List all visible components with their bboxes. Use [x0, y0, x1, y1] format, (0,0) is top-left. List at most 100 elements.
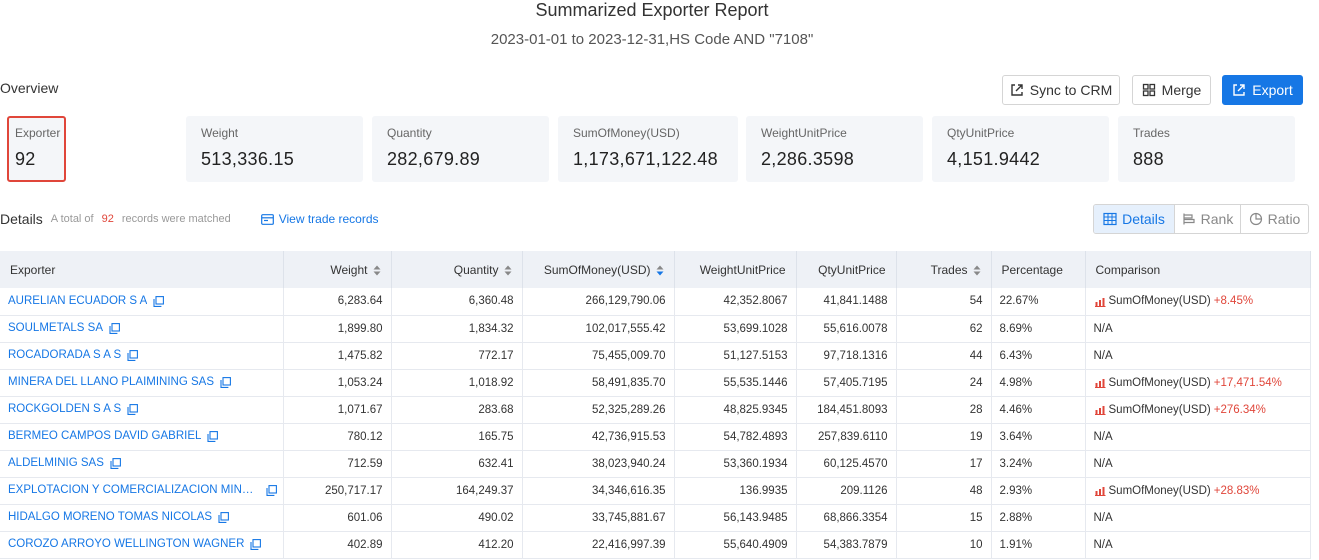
- exporter-cell: MINERA DEL LLANO PLAIMINING SAS: [0, 369, 284, 397]
- column-label: Quantity: [453, 262, 499, 277]
- column-header-trades[interactable]: Trades: [896, 251, 992, 288]
- trend-chart-icon: [1094, 379, 1105, 388]
- weight-cell: 6,283.64: [283, 288, 392, 316]
- merge-label: Merge: [1161, 82, 1202, 98]
- tab-ratio[interactable]: Ratio: [1240, 205, 1308, 233]
- trades-cell: 19: [896, 423, 992, 451]
- copy-icon[interactable]: [153, 295, 165, 307]
- weight-unit-price-cell: 48,825.9345: [674, 396, 797, 424]
- exporter-link[interactable]: BERMEO CAMPOS DAVID GABRIEL: [8, 430, 202, 443]
- comparison-cell: SumOfMoney(USD) +28.83%: [1085, 477, 1311, 505]
- trades-cell: 54: [896, 288, 992, 316]
- comparison-cell: SumOfMoney(USD) +276.34%: [1085, 396, 1311, 424]
- percentage-cell: 2.93%: [991, 477, 1086, 505]
- weight-cell: 402.89: [283, 531, 392, 559]
- comparison-label: N/A: [1093, 457, 1113, 470]
- exporter-cell: ALDELMINIG SAS: [0, 450, 284, 478]
- overview-label: Overview: [0, 80, 59, 96]
- column-header-percentage: Percentage: [991, 251, 1086, 288]
- view-trade-records-link[interactable]: View trade records: [260, 212, 379, 226]
- quantity-cell: 1,834.32: [391, 315, 523, 343]
- weight-cell: 250,717.17: [283, 477, 392, 505]
- tab-details[interactable]: Details: [1094, 205, 1175, 233]
- copy-icon[interactable]: [250, 539, 262, 550]
- qty-unit-price-cell: 97,718.1316: [796, 342, 897, 370]
- exporter-cell: SOULMETALS SA: [0, 315, 284, 343]
- report-subtitle: 2023-01-01 to 2023-12-31,HS Code AND "71…: [490, 31, 814, 48]
- comparison-label: N/A: [1093, 538, 1113, 551]
- external-link-icon: [1011, 84, 1023, 96]
- exporter-link[interactable]: ALDELMINIG SAS: [8, 457, 104, 470]
- exporter-cell: ROCADORADA S A S: [0, 342, 284, 370]
- trend-chart-icon: [1094, 406, 1105, 415]
- records-count: 92: [101, 213, 114, 225]
- stat-value: 4,151.9442: [947, 149, 1041, 169]
- exporter-cell: COROZO ARROYO WELLINGTON WAGNER: [0, 531, 284, 559]
- merge-button[interactable]: Merge: [1132, 75, 1211, 105]
- column-header-sum-of-money[interactable]: SumOfMoney(USD): [522, 251, 675, 288]
- sort-icon[interactable]: [373, 265, 381, 276]
- export-label: Export: [1252, 82, 1293, 98]
- stat-label: QtyUnitPrice: [947, 126, 1015, 140]
- comparison-cell: N/A: [1085, 342, 1311, 370]
- sort-icon[interactable]: [973, 265, 981, 276]
- comparison-cell: N/A: [1085, 423, 1311, 451]
- sync-to-crm-button[interactable]: Sync to CRM: [1002, 75, 1120, 105]
- tab-rank[interactable]: Rank: [1174, 205, 1240, 233]
- stat-label: Weight: [201, 126, 239, 140]
- details-bar: Details A total of 92 records were matched…: [0, 210, 379, 228]
- qty-unit-price-cell: 184,451.8093: [796, 396, 897, 424]
- table-row: SOULMETALS SA 1,899.80 1,834.32 102,017,555…: [0, 315, 1311, 343]
- exporter-link[interactable]: HIDALGO MORENO TOMAS NICOLAS: [8, 511, 213, 524]
- column-header-weight[interactable]: Weight: [283, 251, 392, 288]
- exporter-cell: EXPLOTACION Y COMERCIALIZACION MINEROS..…: [0, 477, 284, 505]
- trades-cell: 62: [896, 315, 992, 343]
- copy-icon[interactable]: [110, 458, 121, 469]
- qty-unit-price-cell: 54,383.7879: [796, 531, 897, 559]
- pie-chart-icon: [1249, 212, 1262, 226]
- trades-cell: 28: [896, 396, 992, 424]
- sort-icon[interactable]: [504, 265, 512, 276]
- export-button[interactable]: Export: [1222, 75, 1303, 105]
- copy-icon[interactable]: [109, 323, 120, 334]
- column-header-weight-unit-price: WeightUnitPrice: [674, 251, 797, 288]
- exporter-link[interactable]: MINERA DEL LLANO PLAIMINING SAS: [8, 376, 214, 389]
- exporter-link[interactable]: SOULMETALS SA: [8, 322, 104, 335]
- rank-icon: [1183, 213, 1195, 225]
- column-header-comparison: Comparison: [1085, 251, 1311, 288]
- comparison-label: N/A: [1093, 511, 1113, 524]
- weight-cell: 1,053.24: [283, 369, 392, 397]
- table-header-row: Exporter Weight Quantity SumOfMoney(USD)…: [0, 251, 1311, 288]
- comparison-cell: SumOfMoney(USD) +8.45%: [1085, 288, 1311, 316]
- copy-icon[interactable]: [207, 431, 219, 442]
- exporter-table: Exporter Weight Quantity SumOfMoney(USD)…: [0, 251, 1311, 559]
- percentage-cell: 6.43%: [991, 342, 1086, 370]
- exporter-link[interactable]: AURELIAN ECUADOR S A: [8, 295, 148, 308]
- weight-cell: 712.59: [283, 450, 392, 478]
- stat-label: SumOfMoney(USD): [573, 126, 680, 140]
- comparison-percent: +17,471.54%: [1213, 376, 1282, 389]
- comparison-label: N/A: [1093, 349, 1113, 362]
- exporter-link[interactable]: ROCADORADA S A S: [8, 349, 122, 362]
- qty-unit-price-cell: 257,839.6110: [796, 423, 897, 451]
- copy-icon[interactable]: [218, 512, 230, 523]
- copy-icon[interactable]: [266, 485, 277, 496]
- comparison-label: SumOfMoney(USD): [1108, 295, 1211, 308]
- table-icon: [1103, 212, 1117, 226]
- note-suffix: records were matched: [121, 213, 231, 225]
- copy-icon[interactable]: [127, 404, 139, 415]
- exporter-link[interactable]: COROZO ARROYO WELLINGTON WAGNER: [8, 538, 245, 551]
- stat-weight-unit-price: WeightUnitPrice 2,286.3598: [746, 116, 923, 182]
- comparison-cell: N/A: [1085, 531, 1311, 559]
- column-label: Weight: [330, 262, 368, 277]
- sort-desc-icon[interactable]: [656, 265, 664, 276]
- column-header-qty-unit-price: QtyUnitPrice: [796, 251, 897, 288]
- sum-of-money-cell: 42,736,915.53: [522, 423, 675, 451]
- exporter-link[interactable]: ROCKGOLDEN S A S: [8, 403, 122, 416]
- copy-icon[interactable]: [220, 377, 231, 388]
- column-header-quantity[interactable]: Quantity: [391, 251, 523, 288]
- merge-icon: [1142, 83, 1155, 97]
- exporter-link[interactable]: EXPLOTACION Y COMERCIALIZACION MINEROS..…: [8, 484, 260, 497]
- qty-unit-price-cell: 55,616.0078: [796, 315, 897, 343]
- copy-icon[interactable]: [127, 350, 139, 361]
